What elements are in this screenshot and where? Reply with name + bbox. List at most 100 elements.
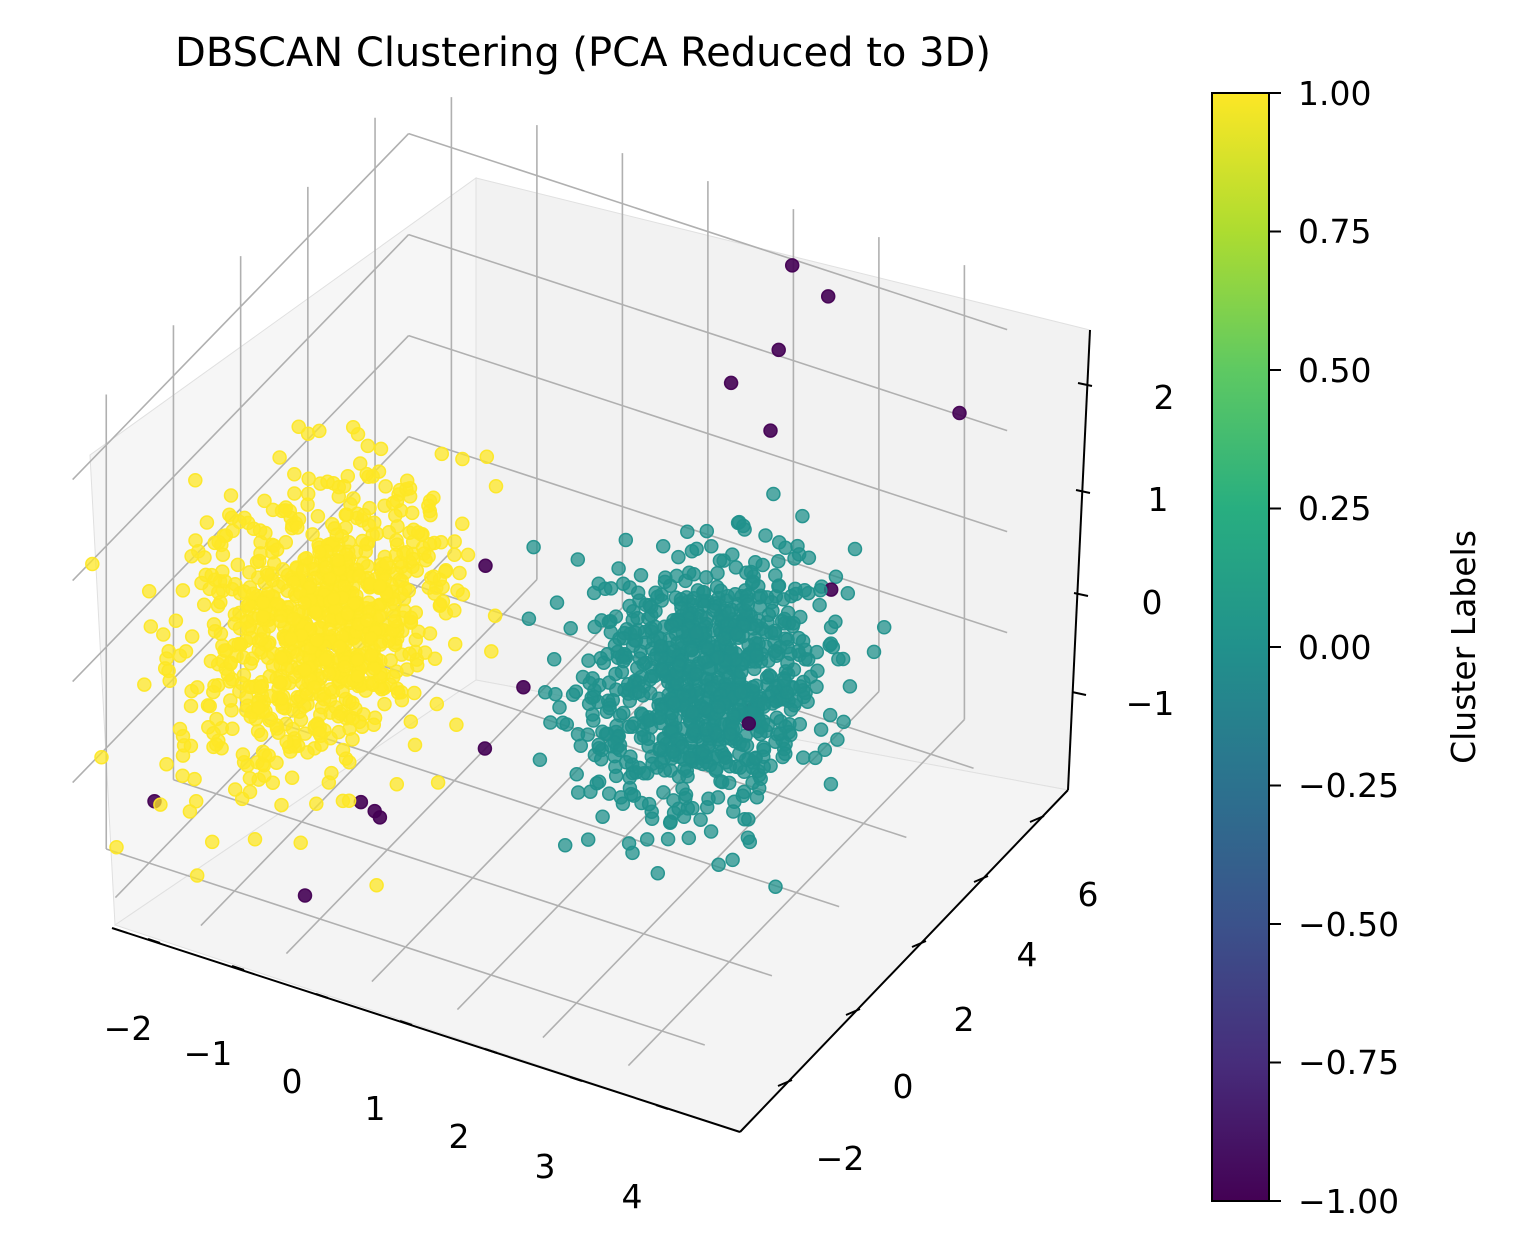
x-tick-mark [315, 993, 329, 999]
scatter-point [322, 622, 337, 637]
scatter-point [242, 784, 258, 800]
scatter-point [713, 773, 728, 789]
scatter-point [706, 623, 721, 638]
scatter-point [736, 784, 752, 800]
scatter-point [657, 763, 673, 778]
y-ticks: −2 0 2 4 6 [777, 815, 1099, 1178]
colorbar-tick-label: −0.25 [1298, 766, 1399, 805]
scatter-point [778, 746, 793, 761]
colorbar-label: Cluster Labels [1444, 530, 1483, 764]
scatter-point [305, 527, 320, 542]
scatter-point [601, 675, 617, 690]
scatter-point [367, 661, 382, 676]
colorbar-tick-label: 0.25 [1298, 489, 1371, 528]
scatter-point [549, 595, 565, 610]
scatter-point [401, 583, 417, 599]
scatter-point [447, 636, 463, 652]
scatter-point [211, 585, 226, 600]
scatter-point [733, 685, 749, 701]
grid-line [408, 233, 1008, 432]
scatter-point [340, 606, 355, 622]
scatter-point [762, 667, 777, 683]
z-tick-mark [1077, 382, 1093, 387]
scatter-point [637, 624, 653, 640]
scatter-point [487, 608, 503, 624]
scatter-point [301, 471, 316, 486]
chart-title: DBSCAN Clustering (PCA Reduced to 3D) [175, 30, 991, 76]
scatter-point [876, 620, 892, 635]
scatter-point [360, 438, 376, 454]
z-tick-mark [1071, 691, 1087, 696]
scatter-point [746, 574, 761, 589]
scatter-point [204, 834, 220, 850]
y-tick-mark [777, 1079, 793, 1087]
scatter-point [175, 768, 190, 783]
z-tick-label: 0 [1142, 583, 1163, 622]
scatter-point [188, 794, 204, 809]
scatter-point [178, 644, 194, 659]
scatter-point [616, 653, 631, 669]
scatter-point [780, 655, 795, 671]
scatter-point [632, 760, 647, 776]
scatter-point [779, 685, 795, 700]
scatter-point [740, 830, 756, 846]
scatter-point [403, 610, 419, 625]
scatter-point [601, 614, 617, 630]
scatter-point [280, 583, 295, 599]
scatter-point [346, 596, 362, 611]
scatter-point [246, 521, 261, 537]
scatter-point [141, 584, 157, 599]
scatter-point [626, 788, 642, 803]
scatter-point [322, 666, 337, 682]
scatter-point [447, 603, 462, 618]
scatter-point [402, 646, 417, 661]
scatter-point [255, 609, 271, 624]
scatter-point [847, 541, 863, 557]
scatter-point [227, 607, 243, 622]
colorbar-ticks: 1.00 0.75 0.50 0.25 0.00 −0.25 −0.50 −0.… [1269, 74, 1399, 1221]
scatter-point [162, 673, 177, 689]
scatter-point [727, 794, 742, 810]
scatter-point [184, 629, 200, 644]
scatter-point [611, 561, 626, 576]
scatter-point [748, 751, 763, 766]
scatter-point [760, 615, 775, 630]
grid-line [72, 234, 410, 582]
scatter-point [722, 726, 738, 742]
z-tick-mark [1073, 592, 1089, 597]
scatter-point [686, 722, 701, 738]
scatter-point [655, 539, 671, 554]
scatter-point [245, 586, 261, 601]
scatter-point [430, 775, 446, 790]
x-tick-mark [484, 1048, 498, 1054]
scatter-point [718, 754, 734, 770]
scatter-point [676, 809, 692, 825]
scatter-point [295, 563, 311, 579]
scatter-point [297, 726, 313, 741]
scatter-point [340, 468, 356, 484]
scatter-point [338, 507, 354, 522]
scatter-point [345, 695, 360, 711]
scatter-point [625, 845, 640, 861]
x-tick-mark [147, 938, 161, 944]
scatter-point [187, 771, 202, 787]
scatter-point [331, 724, 346, 740]
scatter-point [450, 583, 465, 598]
scatter-point [272, 450, 287, 465]
scatter-point [771, 535, 787, 550]
colorbar-tick-label: 0.00 [1298, 628, 1371, 667]
scatter-point [190, 680, 205, 695]
scatter-point [389, 776, 405, 792]
scatter-point [260, 567, 276, 583]
scatter-point [784, 258, 800, 273]
colorbar-tick-label: 0.50 [1298, 351, 1371, 390]
scatter-point [748, 554, 763, 570]
scatter-point [230, 557, 246, 573]
y-tick-mark [845, 1008, 861, 1016]
scatter-point [618, 532, 634, 548]
scatter-point [711, 699, 726, 715]
scatter-point [622, 580, 638, 595]
scatter-point [300, 426, 316, 441]
grid-lines [72, 97, 1008, 1067]
scatter-point [287, 486, 302, 501]
